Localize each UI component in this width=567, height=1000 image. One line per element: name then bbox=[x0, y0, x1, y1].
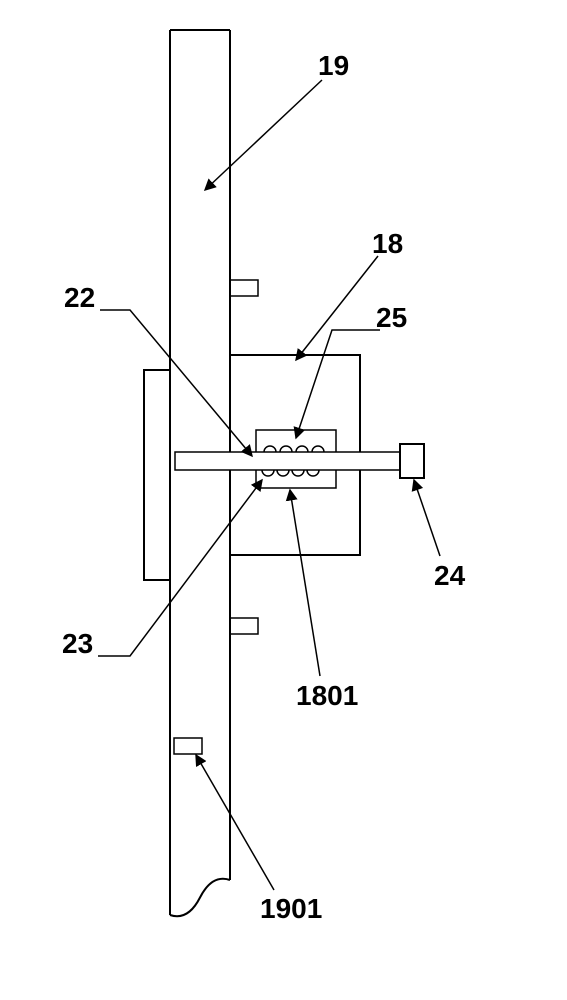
spring-bottom-coil-1 bbox=[277, 470, 289, 476]
pull-knob bbox=[400, 444, 424, 478]
callout-label-19: 19 bbox=[318, 50, 349, 82]
pin-rod bbox=[175, 452, 400, 470]
spring-bottom-coil-2 bbox=[292, 470, 304, 476]
callout-label-18: 18 bbox=[372, 228, 403, 260]
callout-label-1801: 1801 bbox=[296, 680, 358, 712]
left-bracket bbox=[144, 370, 170, 580]
spring-top-coil-1 bbox=[280, 446, 292, 452]
callout-label-24: 24 bbox=[434, 560, 465, 592]
spring-top-coil-3 bbox=[312, 446, 324, 452]
slot-0 bbox=[230, 280, 258, 296]
leader-line-1 bbox=[296, 256, 378, 360]
slot-1 bbox=[230, 618, 258, 634]
callout-label-23: 23 bbox=[62, 628, 93, 660]
spring-top-coil-0 bbox=[264, 446, 276, 452]
leader-line-0 bbox=[205, 80, 322, 190]
leader-line-4 bbox=[414, 480, 440, 556]
callout-label-1901: 1901 bbox=[260, 893, 322, 925]
technical-diagram bbox=[0, 0, 567, 1000]
column-break-line bbox=[170, 879, 230, 916]
leader-line-6 bbox=[290, 490, 320, 676]
slot-2 bbox=[174, 738, 202, 754]
spring-bottom-coil-0 bbox=[262, 470, 274, 476]
callout-label-22: 22 bbox=[64, 282, 95, 314]
spring-top-coil-2 bbox=[296, 446, 308, 452]
spring-bottom-coil-3 bbox=[307, 470, 319, 476]
callout-label-25: 25 bbox=[376, 302, 407, 334]
leader-line-5 bbox=[98, 480, 262, 656]
leader-line-3 bbox=[296, 330, 380, 438]
leader-line-7 bbox=[196, 755, 274, 890]
